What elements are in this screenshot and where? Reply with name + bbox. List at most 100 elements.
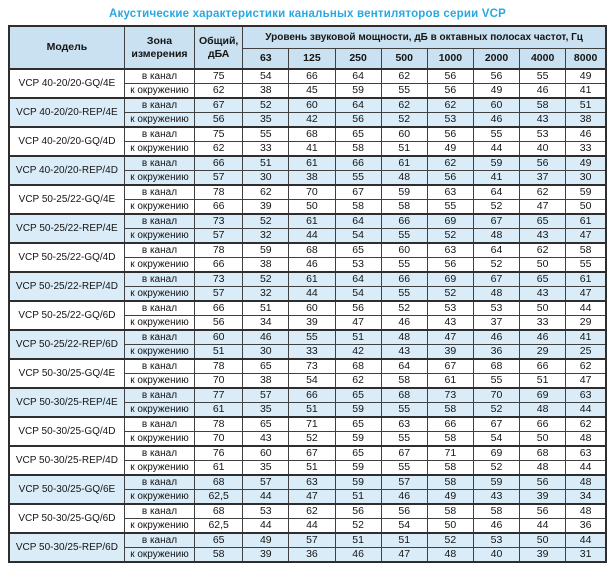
- model-cell: VCP 50-30/25-GQ/4D: [8, 416, 125, 447]
- level-cell-1000hz: 56: [426, 68, 474, 84]
- level-cell-500hz: 56: [380, 503, 428, 519]
- level-cell-125hz: 73: [288, 358, 336, 374]
- level-cell-8000hz: 44: [565, 460, 607, 476]
- level-cell-125hz: 68: [288, 126, 336, 142]
- level-cell-500hz: 59: [380, 184, 428, 200]
- level-cell-1000hz: 69: [426, 213, 474, 229]
- level-cell-8000hz: 62: [565, 358, 607, 374]
- zone-cell: к окружению: [123, 402, 196, 418]
- level-cell-8000hz: 63: [565, 387, 607, 403]
- level-cell-1000hz: 66: [426, 416, 474, 432]
- table-row: VCP 50-30/25-REP/4D в канал 76 60 67 65 67 71 69…: [8, 445, 607, 476]
- table-row: VCP 50-25/22-GQ/4D в канал 78 59 68 65 60 63 64 6…: [8, 242, 607, 273]
- total-dba-cell: 56: [194, 112, 244, 128]
- level-cell-8000hz: 41: [565, 329, 607, 345]
- level-cell-125hz: 44: [288, 228, 336, 244]
- level-cell-250hz: 53: [334, 257, 382, 273]
- model-cell: VCP 50-25/22-REP/6D: [8, 329, 125, 360]
- level-cell-63hz: 44: [242, 518, 290, 534]
- zone-cell: в канал: [123, 300, 196, 316]
- level-cell-250hz: 59: [334, 460, 382, 476]
- level-cell-125hz: 57: [288, 532, 336, 548]
- level-cell-63hz: 52: [242, 213, 290, 229]
- table-header: Модель Зона измерения Общий, дБА Уровень…: [8, 25, 607, 70]
- total-dba-cell: 70: [194, 373, 244, 389]
- zone-cell: к окружению: [123, 315, 196, 331]
- level-cell-4000hz: 37: [519, 170, 567, 186]
- level-cell-63hz: 46: [242, 329, 290, 345]
- level-cell-250hz: 65: [334, 387, 382, 403]
- level-cell-63hz: 35: [242, 112, 290, 128]
- zone-cell: в канал: [123, 474, 196, 490]
- level-cell-500hz: 54: [380, 518, 428, 534]
- level-cell-1000hz: 61: [426, 373, 474, 389]
- level-cell-250hz: 46: [334, 547, 382, 563]
- zone-cell: к окружению: [123, 228, 196, 244]
- level-cell-125hz: 55: [288, 329, 336, 345]
- level-cell-500hz: 48: [380, 170, 428, 186]
- level-cell-2000hz: 46: [472, 112, 521, 128]
- total-dba-cell: 78: [194, 184, 244, 200]
- zone-cell: в канал: [123, 445, 196, 461]
- level-cell-8000hz: 47: [565, 286, 607, 302]
- total-dba-cell: 67: [194, 97, 244, 113]
- level-cell-500hz: 55: [380, 257, 428, 273]
- level-cell-500hz: 63: [380, 416, 428, 432]
- level-cell-8000hz: 48: [565, 474, 607, 490]
- level-cell-4000hz: 62: [519, 184, 567, 200]
- model-cell: VCP 50-30/25-REP/4D: [8, 445, 125, 476]
- level-cell-2000hz: 69: [472, 445, 521, 461]
- zone-cell: в канал: [123, 242, 196, 258]
- level-cell-500hz: 58: [380, 199, 428, 215]
- total-dba-cell: 62: [194, 83, 244, 99]
- col-header-model: Модель: [8, 25, 125, 70]
- level-cell-63hz: 39: [242, 199, 290, 215]
- level-cell-8000hz: 25: [565, 344, 607, 360]
- table-row: к окружению 66 38 46 53 55 56 52 50 55: [9, 257, 607, 273]
- level-cell-2000hz: 53: [472, 300, 521, 316]
- level-cell-250hz: 52: [334, 518, 382, 534]
- level-cell-4000hz: 65: [519, 213, 567, 229]
- level-cell-500hz: 51: [380, 141, 428, 157]
- level-cell-2000hz: 44: [472, 141, 521, 157]
- col-header-total-dba: Общий, дБА: [194, 25, 244, 70]
- level-cell-8000hz: 50: [565, 199, 607, 215]
- level-cell-125hz: 33: [288, 344, 336, 360]
- level-cell-4000hz: 43: [519, 228, 567, 244]
- level-cell-63hz: 44: [242, 489, 290, 505]
- total-dba-cell: 57: [194, 286, 244, 302]
- level-cell-4000hz: 55: [519, 68, 567, 84]
- level-cell-500hz: 52: [380, 300, 428, 316]
- level-cell-8000hz: 58: [565, 242, 607, 258]
- level-cell-4000hz: 50: [519, 300, 567, 316]
- level-cell-8000hz: 38: [565, 112, 607, 128]
- level-cell-1000hz: 43: [426, 315, 474, 331]
- level-cell-500hz: 66: [380, 271, 428, 287]
- level-cell-250hz: 59: [334, 431, 382, 447]
- col-header-freq-250: 250: [334, 48, 382, 70]
- level-cell-125hz: 66: [288, 68, 336, 84]
- table-row: VCP 40-20/20-GQ/4D в канал 75 55 68 65 60 56 55 5…: [8, 126, 607, 157]
- table-row: VCP 50-25/22-REP/4E в канал 73 52 61 64 66 69 67…: [8, 213, 607, 244]
- table-row: к окружению 57 30 38 55 48 56 41 37 30: [9, 170, 607, 186]
- total-dba-cell: 70: [194, 431, 244, 447]
- level-cell-4000hz: 46: [519, 329, 567, 345]
- level-cell-250hz: 58: [334, 141, 382, 157]
- level-cell-250hz: 65: [334, 445, 382, 461]
- level-cell-2000hz: 41: [472, 170, 521, 186]
- total-dba-cell: 58: [194, 547, 244, 563]
- model-cell: VCP 50-30/25-GQ/6E: [8, 474, 125, 505]
- model-cell: VCP 40-20/20-GQ/4D: [8, 126, 125, 157]
- page-title: Акустические характеристики канальных ве…: [108, 8, 507, 20]
- level-cell-2000hz: 59: [472, 155, 521, 171]
- level-cell-250hz: 64: [334, 271, 382, 287]
- level-cell-500hz: 58: [380, 373, 428, 389]
- level-cell-4000hz: 53: [519, 126, 567, 142]
- level-cell-1000hz: 58: [426, 460, 474, 476]
- level-cell-250hz: 59: [334, 474, 382, 490]
- level-cell-1000hz: 63: [426, 242, 474, 258]
- level-cell-125hz: 44: [288, 518, 336, 534]
- model-cell: VCP 50-30/25-GQ/6D: [8, 503, 125, 534]
- level-cell-63hz: 30: [242, 170, 290, 186]
- total-dba-cell: 60: [194, 329, 244, 345]
